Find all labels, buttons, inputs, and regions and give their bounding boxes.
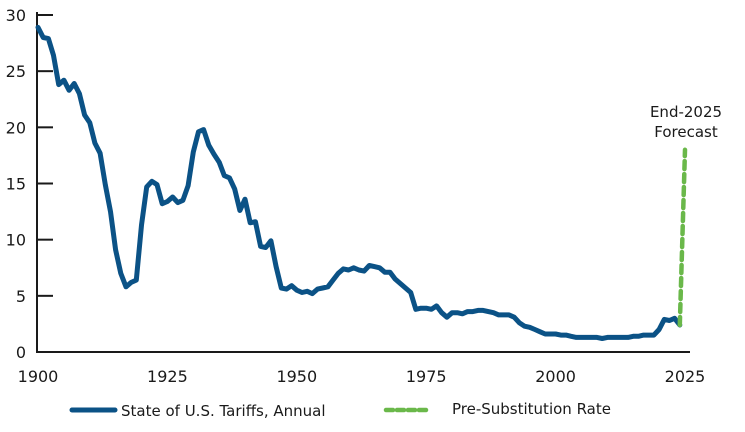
series-line-pre-substitution — [677, 147, 688, 328]
x-tick-label: 1950 — [276, 367, 317, 386]
series-layer — [35, 24, 688, 341]
annotation-line2: Forecast — [654, 123, 718, 141]
x-tick-label: 1975 — [406, 367, 447, 386]
y-tick-label: 30 — [6, 6, 26, 25]
x-tick-label: 2025 — [665, 367, 706, 386]
legend: State of U.S. Tariffs, Annual Pre-Substi… — [69, 400, 611, 420]
annotation-line1: End-2025 — [650, 103, 722, 121]
y-tick-label: 10 — [6, 231, 26, 250]
y-tick-label: 0 — [16, 343, 26, 362]
legend-label-annual: State of U.S. Tariffs, Annual — [121, 402, 326, 420]
x-tick-label: 2000 — [535, 367, 576, 386]
legend-label-pre-substitution: Pre-Substitution Rate — [452, 400, 611, 418]
y-tick-label: 15 — [6, 175, 26, 194]
y-tick-label: 25 — [6, 62, 26, 81]
x-tick-label: 1925 — [147, 367, 188, 386]
y-tick-label: 5 — [16, 287, 26, 306]
x-tick-label: 1900 — [18, 367, 59, 386]
y-tick-label: 20 — [6, 118, 26, 137]
series-line-annual — [35, 24, 683, 341]
